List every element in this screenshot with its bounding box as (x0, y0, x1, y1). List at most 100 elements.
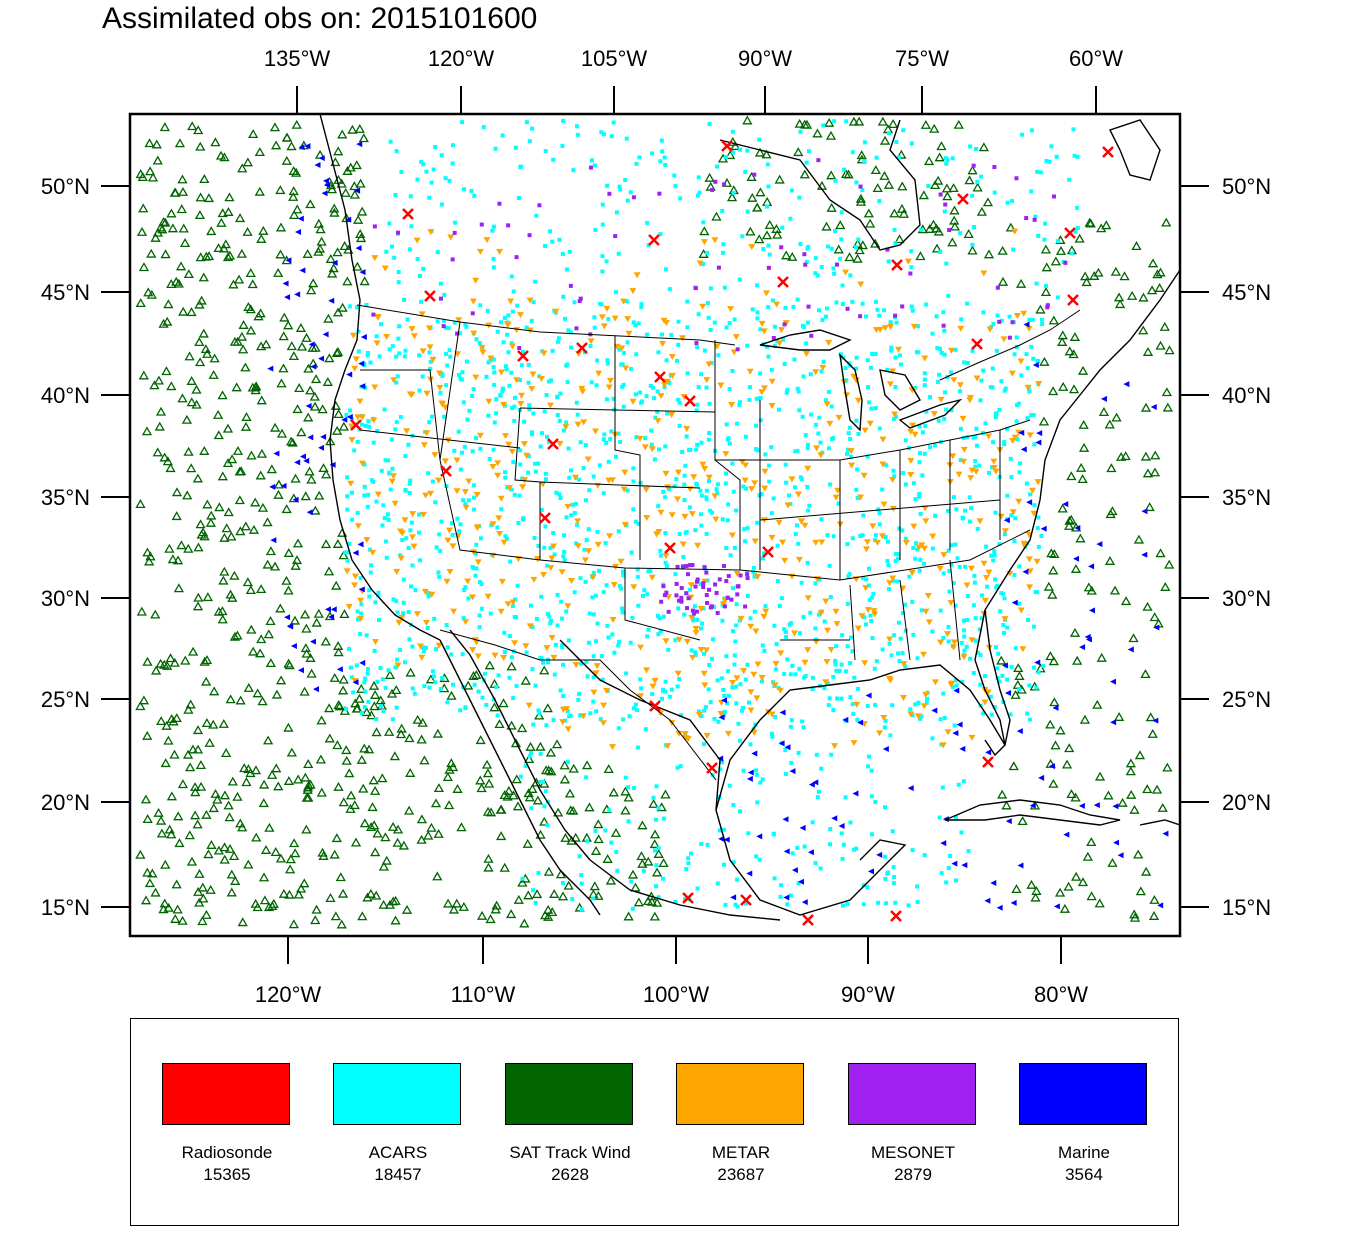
acars-marker (347, 541, 352, 546)
metar-marker (543, 645, 551, 652)
legend-swatch-metar (676, 1063, 804, 1125)
acars-marker (901, 128, 906, 133)
sat-track-wind-marker (475, 735, 486, 745)
sat-track-wind-marker (275, 222, 287, 232)
sat-track-wind-marker (150, 609, 161, 619)
sat-track-wind-marker (918, 190, 929, 200)
sat-track-wind-marker (239, 763, 250, 773)
metar-marker (443, 578, 451, 585)
metar-marker (777, 650, 785, 657)
acars-marker (992, 705, 997, 710)
acars-marker (754, 396, 759, 401)
sat-track-wind-marker (590, 845, 602, 855)
acars-marker (591, 570, 596, 575)
acars-marker (787, 493, 792, 498)
mesonet-marker (438, 296, 443, 301)
marine-marker (357, 541, 364, 548)
metar-marker (689, 654, 697, 661)
acars-marker (755, 800, 760, 805)
mesonet-marker (441, 324, 446, 329)
sat-track-wind-marker (761, 230, 773, 240)
acars-marker (376, 618, 381, 623)
sat-track-wind-marker (275, 603, 286, 613)
marine-marker (1040, 525, 1047, 532)
marine-marker (328, 613, 335, 620)
sat-track-wind-marker (219, 790, 231, 800)
acars-marker (681, 554, 686, 559)
metar-marker (784, 502, 792, 509)
sat-track-wind-marker (949, 205, 960, 215)
acars-marker (440, 676, 445, 681)
acars-marker (533, 469, 538, 474)
acars-marker (620, 569, 625, 574)
sat-track-wind-marker (332, 247, 343, 257)
sat-track-wind-marker (1093, 267, 1104, 277)
acars-marker (1012, 539, 1017, 544)
acars-marker (366, 699, 371, 704)
metar-marker (717, 382, 725, 389)
acars-marker (967, 519, 972, 524)
acars-marker (669, 687, 674, 692)
acars-marker (630, 906, 635, 911)
sat-track-wind-marker (186, 307, 197, 317)
acars-marker (470, 449, 475, 454)
sat-track-wind-marker (475, 775, 486, 785)
acars-marker (460, 120, 465, 125)
acars-marker (645, 332, 650, 337)
acars-marker (887, 587, 892, 592)
acars-marker (655, 409, 660, 414)
acars-marker (639, 400, 644, 405)
acars-marker (876, 900, 881, 905)
acars-marker (704, 495, 709, 500)
sat-track-wind-marker (603, 764, 614, 774)
marine-marker (746, 775, 753, 782)
mesonet-marker (779, 245, 784, 250)
sat-track-wind-marker (214, 502, 225, 512)
legend-item-radiosonde: Radiosonde 15365 (162, 1019, 292, 1219)
metar-marker (947, 347, 955, 354)
sat-track-wind-marker (172, 555, 184, 565)
mesonet-marker (664, 590, 669, 595)
acars-marker (818, 866, 823, 871)
mesonet-marker (685, 572, 690, 577)
acars-marker (621, 573, 626, 578)
acars-marker (358, 576, 363, 581)
metar-marker (620, 298, 628, 305)
acars-marker (867, 597, 872, 602)
acars-marker (343, 550, 348, 555)
acars-marker (383, 539, 388, 544)
acars-marker (450, 161, 455, 166)
acars-marker (658, 553, 663, 558)
legend-label: ACARS (368, 1143, 428, 1162)
acars-marker (1017, 564, 1022, 569)
metar-marker (547, 565, 555, 572)
sat-track-wind-marker (1063, 520, 1075, 530)
acars-marker (843, 366, 848, 371)
acars-marker (825, 681, 830, 686)
sat-track-wind-marker (1106, 463, 1117, 473)
acars-marker (520, 876, 525, 881)
acars-marker (755, 310, 760, 315)
sat-track-wind-marker (237, 917, 248, 927)
acars-marker (425, 625, 430, 630)
sat-track-wind-marker (248, 646, 259, 656)
metar-marker (922, 608, 930, 615)
sat-track-wind-marker (432, 728, 443, 738)
mesonet-marker (745, 572, 750, 577)
acars-marker (351, 690, 356, 695)
acars-marker (989, 712, 994, 717)
mesonet-marker (726, 574, 731, 579)
acars-marker (854, 418, 859, 423)
mesonet-marker (690, 563, 695, 568)
sat-track-wind-marker (593, 834, 604, 844)
acars-marker (885, 539, 890, 544)
acars-marker (845, 601, 850, 606)
sat-track-wind-marker (300, 491, 311, 501)
acars-marker (902, 602, 907, 607)
marine-marker (1003, 517, 1010, 524)
metar-marker (823, 401, 831, 408)
sat-track-wind-marker (1103, 790, 1114, 800)
acars-marker (663, 560, 668, 565)
metar-marker (980, 270, 988, 277)
acars-marker (621, 404, 626, 409)
